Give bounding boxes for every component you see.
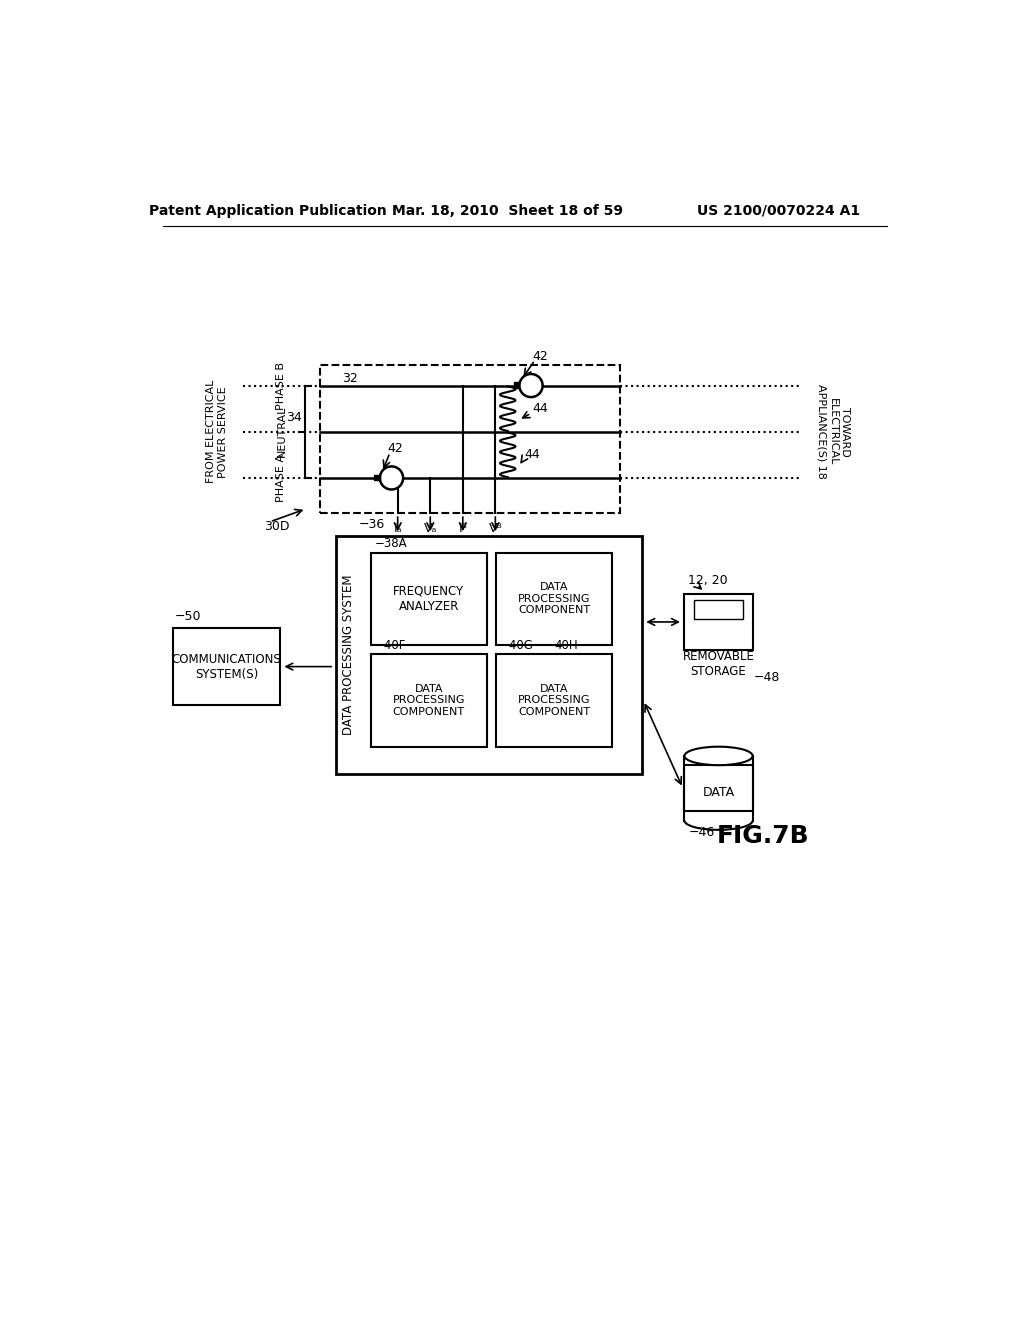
Bar	[375, 475, 380, 480]
Text: DATA
PROCESSING
COMPONENT: DATA PROCESSING COMPONENT	[392, 684, 465, 717]
Text: Vᴮ: Vᴮ	[488, 521, 502, 535]
Bar	[173, 628, 280, 705]
Text: 30D: 30D	[263, 520, 289, 533]
Text: DATA
PROCESSING
COMPONENT: DATA PROCESSING COMPONENT	[518, 582, 591, 615]
Text: COMMUNICATIONS
SYSTEM(S): COMMUNICATIONS SYSTEM(S)	[172, 652, 282, 681]
Text: −40G: −40G	[500, 639, 534, 652]
Bar	[693, 601, 743, 619]
Text: −38A: −38A	[375, 537, 408, 550]
Text: DATA
PROCESSING
COMPONENT: DATA PROCESSING COMPONENT	[518, 684, 591, 717]
Text: PHASE A: PHASE A	[276, 454, 287, 502]
Bar	[371, 655, 486, 747]
Text: NEUTRAL: NEUTRAL	[276, 407, 287, 458]
Text: −36: −36	[359, 519, 385, 532]
Text: 32: 32	[342, 372, 357, 385]
Bar	[496, 553, 612, 645]
Bar	[684, 594, 753, 649]
Text: PHASE B: PHASE B	[276, 362, 287, 409]
Text: 34: 34	[286, 412, 302, 425]
Text: TOWARD
ELECTRICAL
APPLIANCE(S) 18: TOWARD ELECTRICAL APPLIANCE(S) 18	[817, 384, 850, 479]
Bar	[514, 383, 519, 388]
Ellipse shape	[684, 747, 753, 766]
Text: 42: 42	[532, 350, 548, 363]
Text: US 2100/0070224 A1: US 2100/0070224 A1	[697, 203, 860, 218]
Text: Iₐ: Iₐ	[393, 521, 402, 535]
Bar	[684, 766, 753, 812]
Bar	[321, 364, 621, 512]
Circle shape	[380, 466, 403, 490]
Bar	[496, 655, 612, 747]
Text: DATA: DATA	[702, 785, 734, 799]
Text: 42: 42	[388, 442, 403, 455]
Text: FIG.7B: FIG.7B	[717, 824, 810, 847]
Text: −46: −46	[688, 826, 715, 840]
Text: REMOVABLE
STORAGE: REMOVABLE STORAGE	[683, 649, 755, 677]
Text: Patent Application Publication: Patent Application Publication	[148, 203, 386, 218]
Circle shape	[519, 374, 543, 397]
Text: DATA PROCESSING SYSTEM: DATA PROCESSING SYSTEM	[342, 574, 355, 735]
Text: Mar. 18, 2010  Sheet 18 of 59: Mar. 18, 2010 Sheet 18 of 59	[392, 203, 624, 218]
Text: FREQUENCY
ANALYZER: FREQUENCY ANALYZER	[393, 585, 464, 612]
Text: Vₐ: Vₐ	[424, 521, 437, 535]
Text: −50: −50	[174, 610, 201, 623]
Text: FROM ELECTRICAL
POWER SERVICE: FROM ELECTRICAL POWER SERVICE	[206, 380, 228, 483]
Text: 44: 44	[532, 403, 548, 416]
Text: −48: −48	[755, 671, 780, 684]
Bar	[371, 553, 486, 645]
Text: 40H─: 40H─	[554, 639, 585, 652]
Bar	[336, 536, 642, 775]
Text: 12, 20: 12, 20	[687, 574, 727, 587]
Text: Iᴮ: Iᴮ	[459, 521, 467, 535]
Text: −40F: −40F	[375, 639, 406, 652]
Text: 44: 44	[524, 449, 541, 462]
